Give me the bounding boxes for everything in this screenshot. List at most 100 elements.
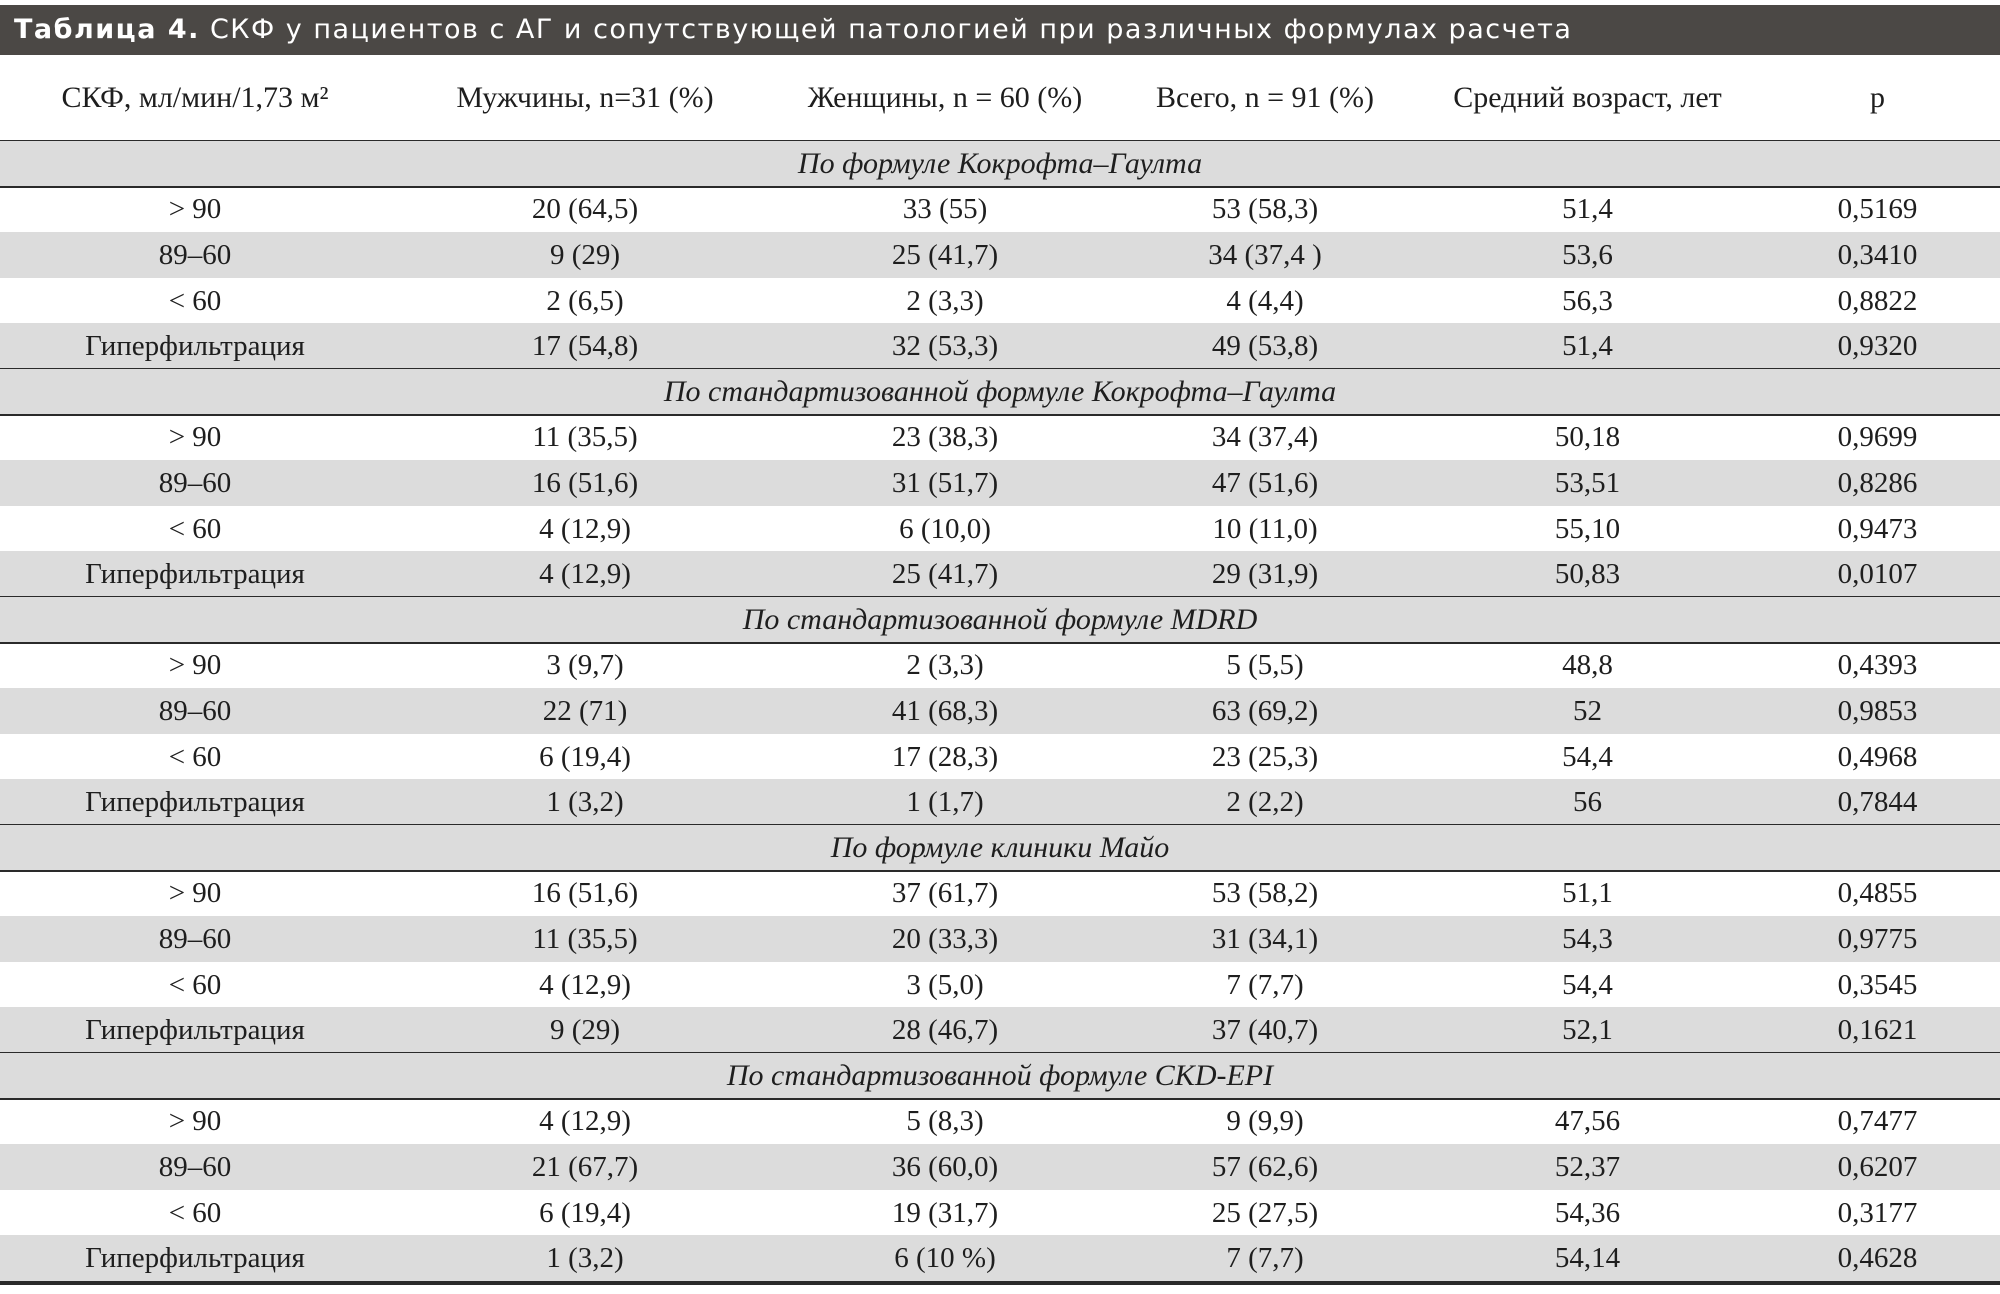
table-cell: 1 (1,7)	[906, 786, 984, 819]
table-cell: 16 (51,6)	[531, 877, 639, 910]
table-cell: 0,4855	[1837, 877, 1918, 910]
header-men: Мужчины, n=31 (%)	[456, 81, 714, 114]
table-cell: 0,7477	[1837, 1105, 1918, 1138]
table-cell: 9 (29)	[549, 1014, 621, 1047]
table-cell: 19 (31,7)	[891, 1196, 999, 1229]
table-cell: 0,4393	[1837, 649, 1918, 682]
table-cell: 31 (34,1)	[1211, 922, 1319, 955]
table-cell: 21 (67,7)	[531, 1150, 639, 1183]
table-cell: 6 (19,4)	[539, 740, 631, 773]
table-cell: 53 (58,3)	[1211, 193, 1319, 226]
table-cell: 37 (40,7)	[1211, 1014, 1319, 1047]
table-cell: > 90	[168, 421, 222, 454]
table-cell: 23 (38,3)	[891, 421, 999, 454]
table-row: 89–60 9 (29) 25 (41,7) 34 (37,4 ) 53,6 0,3410	[0, 232, 2000, 278]
table-cell: 23 (25,3)	[1211, 740, 1319, 773]
table-cell: 89–60	[158, 694, 232, 727]
table-cell: 20 (33,3)	[891, 922, 999, 955]
table-bottom-border	[0, 1281, 2000, 1285]
table-cell: 4 (12,9)	[539, 1105, 631, 1138]
table-cell: 31 (51,7)	[891, 466, 999, 499]
header-p-value: р	[1870, 81, 1885, 114]
table-cell: 4 (4,4)	[1226, 284, 1304, 317]
table-row: 89–60 16 (51,6) 31 (51,7) 47 (51,6) 53,51 0,8…	[0, 460, 2000, 506]
table-cell: > 90	[168, 193, 222, 226]
table-cell: 89–60	[158, 922, 232, 955]
section-title: По стандартизованной формуле MDRD	[0, 597, 2000, 643]
table-row: > 90 16 (51,6) 37 (61,7) 53 (58,2) 51,1 0,485…	[0, 871, 2000, 917]
table-cell: 34 (37,4 )	[1208, 238, 1322, 271]
table-cell: 36 (60,0)	[891, 1150, 999, 1183]
section-divider	[0, 185, 2000, 188]
table-cell: 52,1	[1562, 1014, 1613, 1047]
table-cell: 41 (68,3)	[891, 694, 999, 727]
table-cell: 0,1621	[1837, 1014, 1918, 1047]
table-cell: 29 (31,9)	[1211, 558, 1319, 591]
table-cell: 10 (11,0)	[1212, 512, 1318, 545]
table-cell: 1 (3,2)	[546, 786, 624, 819]
table-cell: 50,18	[1554, 421, 1621, 454]
table-row: < 60 4 (12,9) 6 (10,0) 10 (11,0) 55,10 0,9473	[0, 506, 2000, 552]
table-row: < 60 6 (19,4) 17 (28,3) 23 (25,3) 54,4 0,4968	[0, 734, 2000, 780]
table-cell: 9 (29)	[549, 238, 621, 271]
table-cell: 54,4	[1562, 740, 1613, 773]
table-cell: 0,6207	[1837, 1150, 1918, 1183]
table-cell: 0,0107	[1837, 558, 1918, 591]
table-cell: < 60	[168, 284, 222, 317]
table-cell: 0,8286	[1837, 466, 1918, 499]
table-cell: 34 (37,4)	[1211, 421, 1319, 454]
table-cell: 17 (54,8)	[531, 330, 639, 363]
table-cell: < 60	[168, 512, 222, 545]
table-cell: > 90	[168, 649, 222, 682]
table-cell: 54,36	[1554, 1196, 1621, 1229]
table-row: < 60 4 (12,9) 3 (5,0) 7 (7,7) 54,4 0,3545	[0, 962, 2000, 1008]
table-cell: 6 (19,4)	[539, 1196, 631, 1229]
table-cell: 37 (61,7)	[891, 877, 999, 910]
table-row: < 60 2 (6,5) 2 (3,3) 4 (4,4) 56,3 0,8822	[0, 278, 2000, 324]
table-cell: 56	[1573, 786, 1602, 819]
section-divider	[0, 869, 2000, 872]
table-cell: 6 (10,0)	[899, 512, 991, 545]
table-cell: 48,8	[1562, 649, 1613, 682]
table-cell: 54,14	[1554, 1242, 1621, 1275]
table-cell: 52	[1573, 694, 1602, 727]
table-row: 89–60 22 (71) 41 (68,3) 63 (69,2) 52 0,9853	[0, 688, 2000, 734]
header-women: Женщины, n = 60 (%)	[807, 81, 1083, 114]
table-cell: 49 (53,8)	[1211, 330, 1319, 363]
table-cell: 33 (55)	[902, 193, 988, 226]
table-cell: Гиперфильтрация	[85, 558, 305, 591]
table-row: > 90 3 (9,7) 2 (3,3) 5 (5,5) 48,8 0,4393	[0, 643, 2000, 689]
table-row: < 60 6 (19,4) 19 (31,7) 25 (27,5) 54,36 0,317…	[0, 1190, 2000, 1236]
table-cell: 53 (58,2)	[1211, 877, 1319, 910]
table-row: Гиперфильтрация 4 (12,9) 25 (41,7) 29 (31,9…	[0, 551, 2000, 597]
table-cell: 4 (12,9)	[539, 968, 631, 1001]
table-row: Гиперфильтрация 17 (54,8) 32 (53,3) 49 (53,…	[0, 323, 2000, 369]
section-divider	[0, 413, 2000, 416]
table-cell: 54,4	[1562, 968, 1613, 1001]
table-row: > 90 11 (35,5) 23 (38,3) 34 (37,4) 50,18 0,96…	[0, 415, 2000, 461]
table-cell: 63 (69,2)	[1211, 694, 1319, 727]
table-cell: 2 (2,2)	[1226, 786, 1304, 819]
section-divider	[0, 641, 2000, 644]
table-row: > 90 4 (12,9) 5 (8,3) 9 (9,9) 47,56 0,7477	[0, 1099, 2000, 1145]
table-cell: 25 (41,7)	[891, 558, 999, 591]
table-cell: 0,3410	[1837, 238, 1918, 271]
table-cell: 47 (51,6)	[1211, 466, 1319, 499]
table-cell: 2 (3,3)	[906, 649, 984, 682]
table-cell: 9 (9,9)	[1226, 1105, 1304, 1138]
table-cell: 0,9699	[1837, 421, 1918, 454]
table-cell: < 60	[168, 968, 222, 1001]
table-cell: Гиперфильтрация	[85, 786, 305, 819]
header-total: Всего, n = 91 (%)	[1156, 81, 1374, 114]
table-cell: 89–60	[158, 238, 232, 271]
table-header-row: СКФ, мл/мин/1,73 м² Мужчины, n=31 (%) Же…	[0, 55, 2000, 141]
table-cell: < 60	[168, 740, 222, 773]
table-caption: Таблица 4. СКФ у пациентов с АГ и сопутс…	[0, 5, 2000, 55]
table-row: 89–60 11 (35,5) 20 (33,3) 31 (34,1) 54,3 0,97…	[0, 916, 2000, 962]
table-cell: 51,1	[1562, 877, 1613, 910]
table-cell: 52,37	[1554, 1150, 1621, 1183]
table-cell: 0,7844	[1837, 786, 1918, 819]
table-cell: 47,56	[1554, 1105, 1621, 1138]
table-cell: 4 (12,9)	[539, 558, 631, 591]
table-cell: 16 (51,6)	[531, 466, 639, 499]
